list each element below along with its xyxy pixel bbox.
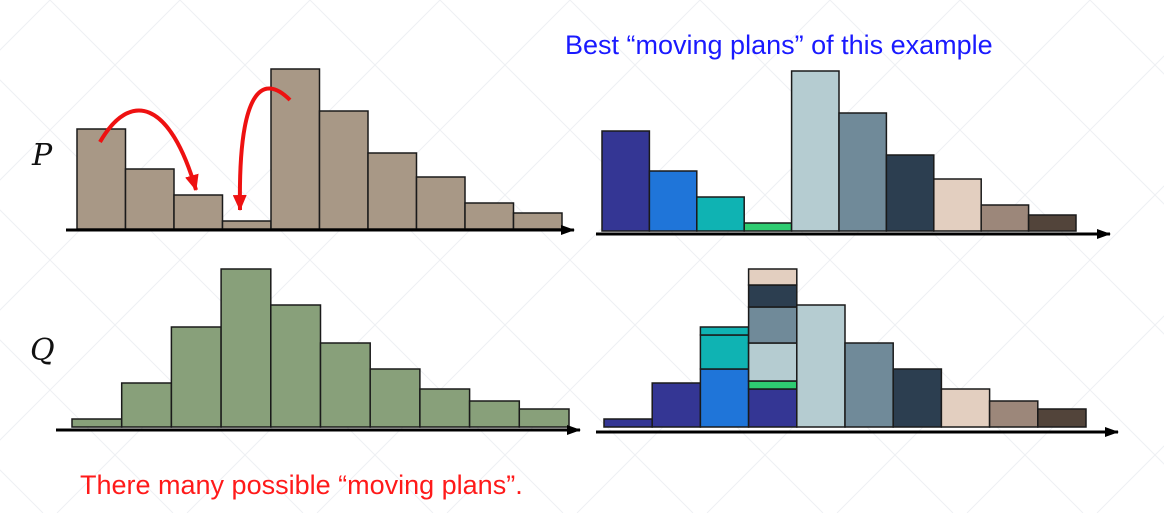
moving-plan-target-segment xyxy=(699,334,750,370)
moving-plan-target xyxy=(603,268,1087,428)
bg-line xyxy=(959,0,1164,205)
histogram-p-bar xyxy=(512,212,563,230)
moving-plan-target-segment xyxy=(747,342,798,382)
histogram-q-bar xyxy=(120,382,173,428)
histogram-q-bar xyxy=(369,368,421,428)
histogram-q xyxy=(71,268,570,428)
moving-plan-target-segment xyxy=(747,388,798,428)
histogram-p xyxy=(76,68,563,230)
moving-plan-source-segment xyxy=(696,196,745,232)
histogram-q-bar xyxy=(518,408,570,428)
histogram-q-bar xyxy=(220,268,272,428)
distribution-label-q: Q xyxy=(30,333,55,368)
histogram-p-bar xyxy=(415,176,466,230)
histogram-p-bar xyxy=(318,110,369,230)
histogram-q-bar xyxy=(170,326,222,428)
histogram-q-bar xyxy=(270,304,322,428)
bg-line xyxy=(699,0,1164,465)
histogram-q-bar xyxy=(419,388,471,428)
moving-plan-target-segment xyxy=(940,388,991,428)
moving-plan-source-segment xyxy=(980,204,1030,232)
moving-plan-target-segment xyxy=(1037,408,1087,428)
moving-plan-source-segment xyxy=(648,170,698,232)
moving-plan-source xyxy=(601,70,1077,232)
moving-plan-target-segment xyxy=(651,382,702,428)
histogram-p-bar xyxy=(464,202,515,230)
bg-line xyxy=(0,0,181,181)
move-arrow-2 xyxy=(232,86,292,211)
moving-plan-target-segment xyxy=(988,400,1039,428)
histogram-p-bar xyxy=(367,152,418,230)
moving-plan-source-segment xyxy=(1027,214,1077,232)
histogram-p-bar xyxy=(124,168,175,230)
moving-plan-target-segment xyxy=(796,304,846,428)
histogram-q-bar xyxy=(468,400,521,428)
histogram-p-bar xyxy=(221,220,272,230)
histogram-q-bar xyxy=(71,418,123,428)
moving-plan-target-segment xyxy=(892,368,943,428)
moving-plan-target-segment xyxy=(747,306,798,344)
moving-plan-target-segment xyxy=(747,268,798,286)
bg-line xyxy=(0,0,441,441)
moving-plan-source-segment xyxy=(885,154,935,232)
moving-plan-target-segment xyxy=(747,380,798,390)
histogram-q-bar xyxy=(319,342,371,428)
moving-plan-source-segment xyxy=(790,70,840,232)
page-title: Best “moving plans” of this example xyxy=(565,30,993,60)
moving-plan-target-segment xyxy=(844,342,894,428)
bg-line xyxy=(829,0,1164,335)
histogram-p-bar xyxy=(173,194,224,230)
move-arrow-1 xyxy=(98,108,199,191)
moving-plan-source-segment xyxy=(933,178,982,232)
moving-plan-source-segment xyxy=(743,222,793,232)
moving-plan-target-segment xyxy=(699,368,750,428)
moving-plan-target-segment xyxy=(603,418,653,428)
histogram-p-bar xyxy=(76,128,127,230)
moving-plan-target-segment xyxy=(699,326,750,336)
distribution-label-p: P xyxy=(32,138,53,173)
moving-plan-source-segment xyxy=(838,112,888,232)
bg-line xyxy=(0,0,311,311)
footer-caption: There many possible “moving plans”. xyxy=(80,470,523,500)
moving-plan-target-segment xyxy=(747,284,798,308)
moving-plan-source-segment xyxy=(601,130,651,232)
